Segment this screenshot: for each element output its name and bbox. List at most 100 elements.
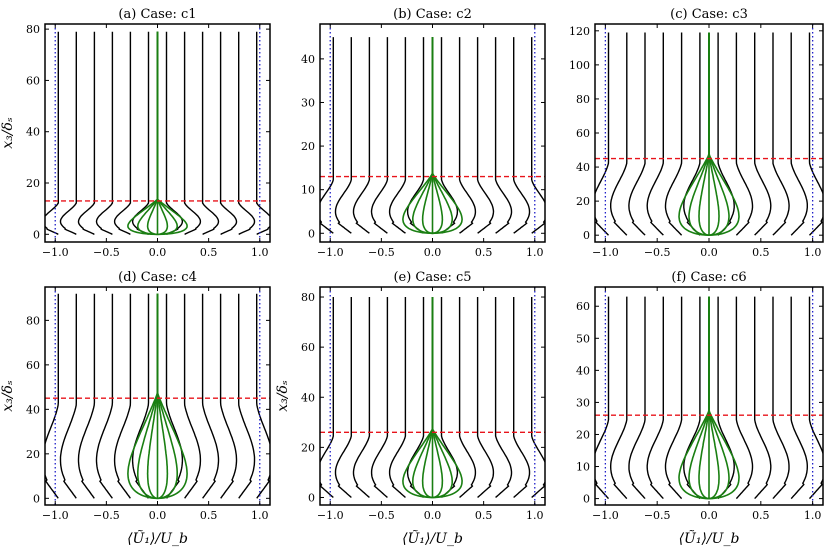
black-profile-line (531, 37, 545, 234)
green-profile-line (431, 297, 454, 499)
y-tick-label: 60 (576, 127, 590, 140)
y-tick-label: 0 (33, 228, 40, 241)
y-tick-label: 20 (576, 195, 590, 208)
x-tick-label: 0.5 (752, 246, 770, 259)
black-profile-line (458, 37, 477, 234)
x-tick-label: 1.0 (526, 509, 544, 522)
black-profile-line (45, 293, 59, 499)
x-tick-label: 0.5 (200, 509, 218, 522)
y-tick-label: 0 (583, 229, 590, 242)
x-tick-label: 1.0 (251, 509, 269, 522)
black-profile-line (256, 293, 270, 499)
y-tick-label: 30 (301, 96, 315, 109)
panel-c: (c) Case: c3 −1.0 −0.5 0.0 0.5 1.0 0 20 40 60 80 10… (569, 7, 824, 259)
black-profile-line (113, 293, 132, 499)
plot-area (45, 24, 270, 242)
black-profile-line (201, 31, 220, 235)
x-tick-label: −1.0 (42, 509, 69, 522)
x-tick-label: −0.5 (368, 246, 395, 259)
x-tick-label: 0.5 (475, 509, 493, 522)
y-tick-label: 30 (576, 396, 590, 409)
y-tick-label: 0 (33, 492, 40, 505)
black-profile-line (735, 296, 754, 500)
x-tick-label: 0.5 (752, 509, 770, 522)
green-profile-line (156, 293, 188, 500)
black-profile-line (320, 37, 334, 234)
green-profile-line (431, 37, 463, 235)
black-profile-line (131, 31, 150, 235)
black-profile-line (352, 297, 371, 498)
y-tick-label: 20 (576, 428, 590, 441)
black-profile-line (646, 296, 664, 499)
plot-area (45, 287, 270, 505)
x-tick-label: 1.0 (526, 246, 544, 259)
black-profile-line (201, 293, 220, 499)
x-axis-label: ⟨Ũ₁⟩/U_b (127, 529, 188, 547)
black-profile-line (664, 32, 683, 236)
y-tick-label: 10 (301, 184, 315, 197)
y-tick-label: 60 (26, 359, 40, 372)
black-profile-line (458, 297, 477, 498)
black-profile-line (165, 31, 184, 235)
black-profile-line (683, 296, 701, 500)
x-tick-label: −1.0 (592, 246, 619, 259)
y-axis-label: x₃/δₛ (0, 380, 16, 412)
black-profile-line (610, 32, 628, 236)
x-tick-label: 0.5 (475, 246, 493, 259)
y-tick-label: 60 (301, 341, 315, 354)
y-tick-label: 10 (576, 461, 590, 474)
green-profile-line (127, 293, 159, 500)
x-tick-label: −0.5 (368, 509, 395, 522)
x-tick-label: −0.5 (93, 509, 120, 522)
black-profile-line (59, 293, 78, 499)
green-profile-line (708, 32, 740, 236)
panel-title: (d) Case: c4 (118, 270, 197, 285)
y-tick-label: 40 (301, 391, 315, 404)
x-axis-label: ⟨Ũ₁⟩/U_b (402, 529, 463, 547)
y-tick-label: 120 (569, 25, 590, 38)
y-tick-label: 40 (26, 126, 40, 139)
plot-area (320, 287, 545, 505)
y-tick-label: 0 (583, 493, 590, 506)
panel-a: (a) Case: c1 −1.0 −0.5 0.0 0.5 1.0 0 20 40 60 80 x₃… (0, 7, 271, 259)
green-profile-line (431, 297, 463, 499)
y-axis-label: x₃/δₛ (0, 117, 16, 149)
black-profile-line (406, 37, 425, 234)
x-tick-label: 0.0 (700, 246, 718, 259)
x-axis-label: ⟨Ũ₁⟩/U_b (679, 529, 740, 547)
x-tick-label: 1.0 (804, 246, 822, 259)
black-profile-line (183, 31, 202, 235)
x-tick-label: −1.0 (317, 509, 344, 522)
black-profile-line (59, 31, 78, 235)
black-profile-line (513, 37, 531, 234)
black-profile-line (406, 297, 425, 498)
black-profile-line (628, 32, 646, 236)
y-tick-label: 40 (576, 161, 590, 174)
y-tick-label: 20 (301, 441, 315, 454)
green-profile-line (411, 37, 434, 235)
x-tick-label: −1.0 (317, 246, 344, 259)
y-tick-label: 20 (301, 140, 315, 153)
green-profile-line (688, 32, 710, 236)
black-profile-line (256, 31, 270, 235)
black-profile-line (370, 37, 389, 234)
x-tick-label: 0.0 (149, 246, 167, 259)
black-profile-line (772, 32, 790, 236)
x-tick-label: 1.0 (251, 246, 269, 259)
x-tick-label: 0.0 (700, 509, 718, 522)
plot-area (595, 24, 823, 242)
y-tick-label: 80 (576, 93, 590, 106)
green-profile-line (708, 296, 740, 500)
black-profile-line (595, 32, 610, 236)
x-tick-label: −1.0 (42, 246, 69, 259)
panel-f: (f) Case: c6 −1.0 −0.5 0.0 0.5 1.0 0 10 20 30 40 50… (576, 270, 824, 547)
panel-title: (e) Case: c5 (393, 270, 471, 285)
x-tick-label: 1.0 (804, 509, 822, 522)
black-profile-line (237, 293, 256, 499)
green-profile-line (411, 297, 434, 499)
black-profile-line (754, 296, 772, 499)
black-profile-line (77, 31, 96, 235)
black-profile-line (683, 32, 701, 236)
y-tick-label: 40 (26, 403, 40, 416)
y-tick-label: 0 (308, 227, 315, 240)
